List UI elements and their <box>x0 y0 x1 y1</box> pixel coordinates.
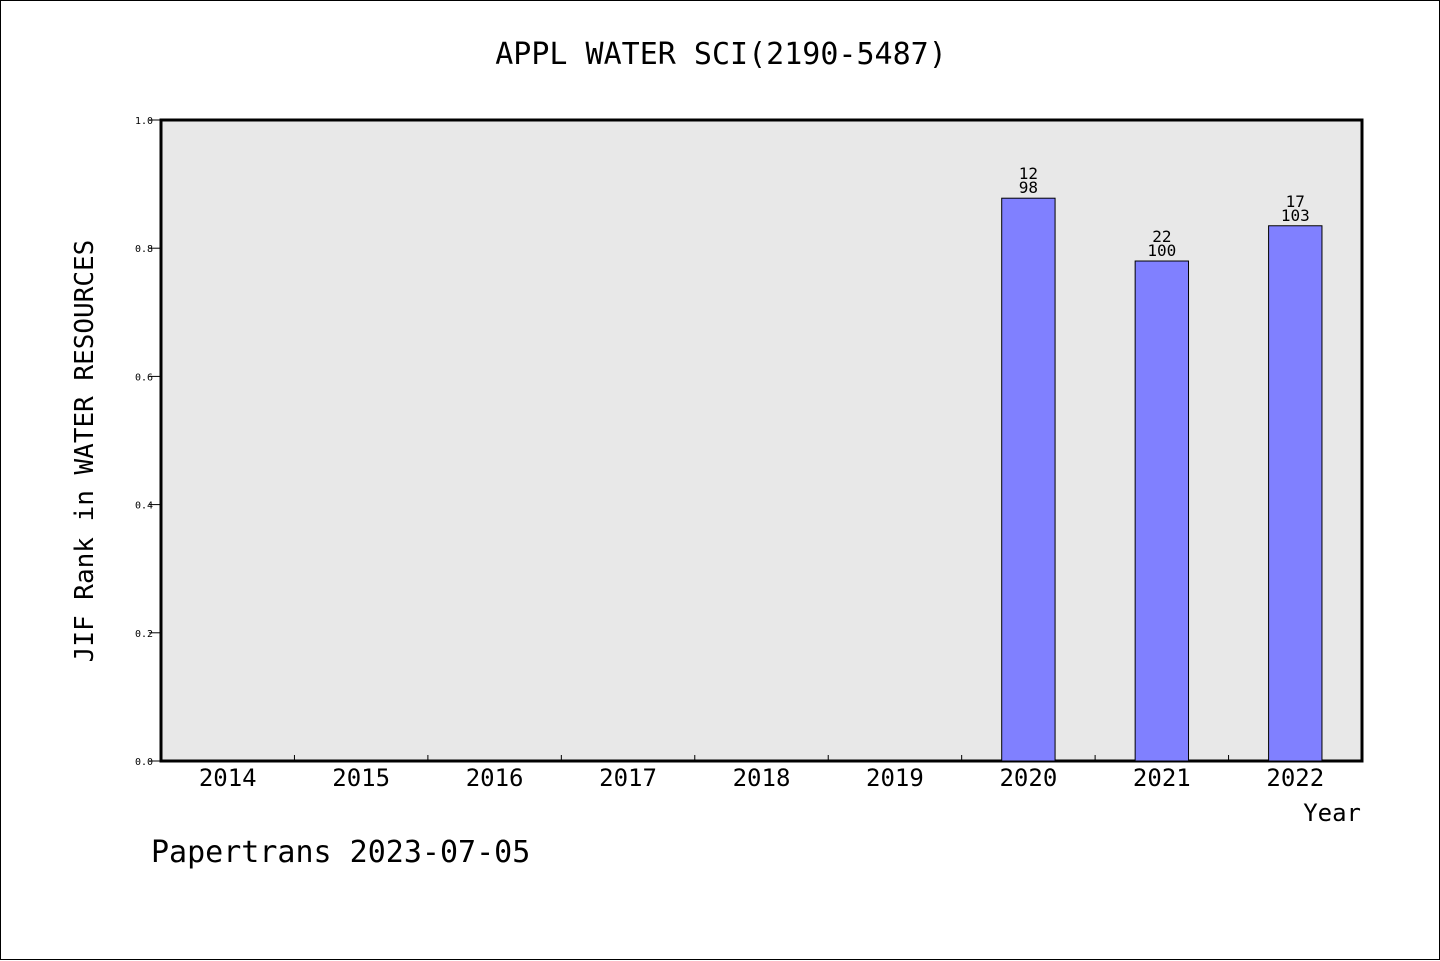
y-tick-label: 1.0 <box>135 116 153 127</box>
rank-label: 17 <box>1286 192 1305 211</box>
bar-2020 <box>1001 197 1056 762</box>
x-tick-label: 2015 <box>332 764 390 792</box>
y-tick-label: 0.2 <box>135 629 153 640</box>
rank-label: 22 <box>1152 227 1171 246</box>
x-tick-label: 2014 <box>199 764 257 792</box>
x-tick-label: 2020 <box>999 764 1057 792</box>
bar-2021 <box>1134 260 1190 762</box>
x-tick-label: 2021 <box>1133 764 1191 792</box>
x-tick-label: 2016 <box>466 764 524 792</box>
y-tick-label: 0.0 <box>135 757 153 768</box>
rank-label: 12 <box>1019 164 1038 183</box>
total-label: 98 <box>1019 178 1038 197</box>
y-tick-label: 0.4 <box>135 501 153 512</box>
x-tick-label: 2018 <box>733 764 791 792</box>
y-axis-label: JIF Rank in WATER RESOURCES <box>70 240 100 663</box>
chart-title: APPL WATER SCI(2190-5487) <box>495 37 947 72</box>
y-tick-label: 0.6 <box>135 372 153 383</box>
x-tick-label: 2017 <box>599 764 657 792</box>
x-axis-label: Year <box>1303 799 1361 827</box>
total-label: 100 <box>1147 241 1176 260</box>
y-tick-label: 0.8 <box>135 244 153 255</box>
x-tick-label: 2019 <box>866 764 924 792</box>
bar-2022 <box>1268 225 1323 762</box>
x-tick-label: 2022 <box>1266 764 1324 792</box>
total-label: 103 <box>1281 206 1310 225</box>
footer-note: Papertrans 2023-07-05 <box>151 835 531 870</box>
